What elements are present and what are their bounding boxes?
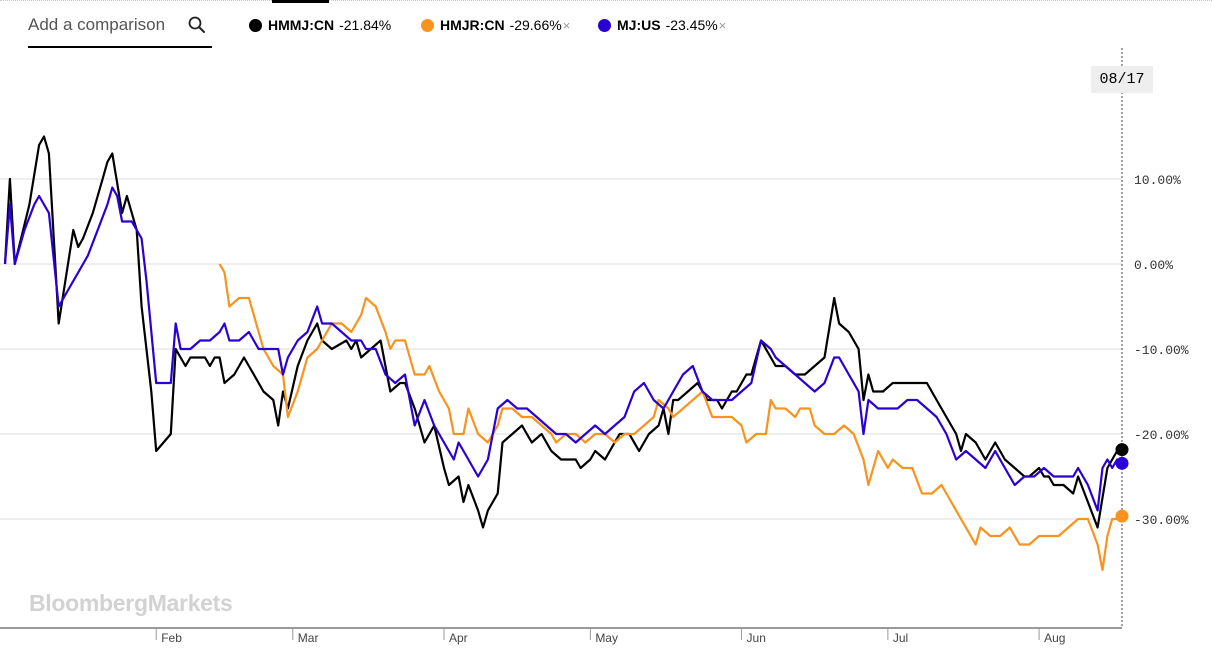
series-line-hmjrcn (218, 263, 1123, 572)
top-divider (0, 0, 1212, 2)
y-tick-label: -10.00% (1134, 343, 1189, 358)
series-line-hmmjcn (3, 135, 1123, 529)
y-tick-label: 10.00% (1134, 173, 1181, 188)
legend-symbol: HMMJ:CN (268, 17, 335, 33)
legend-item-hmmj[interactable]: HMMJ:CN -21.84% (249, 17, 391, 33)
search-icon[interactable] (188, 16, 206, 39)
legend-change: -29.66% (509, 17, 562, 33)
y-tick-label: -30.00% (1134, 513, 1189, 528)
y-tick-label: -20.00% (1134, 428, 1189, 443)
series-dot-icon (421, 18, 434, 32)
close-icon[interactable]: × (562, 17, 571, 33)
close-icon[interactable]: × (718, 17, 727, 33)
legend-change: -23.45% (665, 17, 718, 33)
legend-item-hmjr[interactable]: HMJR:CN -29.66% × (421, 17, 570, 33)
legend-symbol: HMJR:CN (440, 17, 505, 33)
x-tick-label: Jun (747, 631, 766, 645)
top-active-indicator (272, 0, 329, 3)
x-tick-label: Feb (161, 631, 182, 645)
series-end-marker (1115, 456, 1129, 470)
comparison-search[interactable] (28, 8, 212, 48)
series-dot-icon (249, 18, 262, 32)
series-end-marker (1115, 509, 1129, 523)
x-tick-label: Apr (449, 631, 468, 645)
watermark-logo: BloombergMarkets (29, 590, 233, 616)
series-end-marker (1115, 443, 1129, 457)
search-input[interactable] (28, 15, 178, 35)
date-marker: 08/17 (1091, 66, 1153, 93)
x-tick-label: Jul (893, 631, 908, 645)
series-line-mjus (3, 186, 1123, 512)
y-tick-label: 0.00% (1134, 258, 1173, 273)
legend-change: -21.84% (339, 17, 392, 33)
series-dot-icon (598, 18, 611, 32)
legend-symbol: MJ:US (617, 17, 661, 33)
legend-item-mj[interactable]: MJ:US -23.45% × (598, 17, 726, 33)
x-tick-label: Aug (1044, 631, 1065, 645)
x-tick-label: May (595, 631, 618, 645)
x-tick-label: Mar (298, 631, 319, 645)
